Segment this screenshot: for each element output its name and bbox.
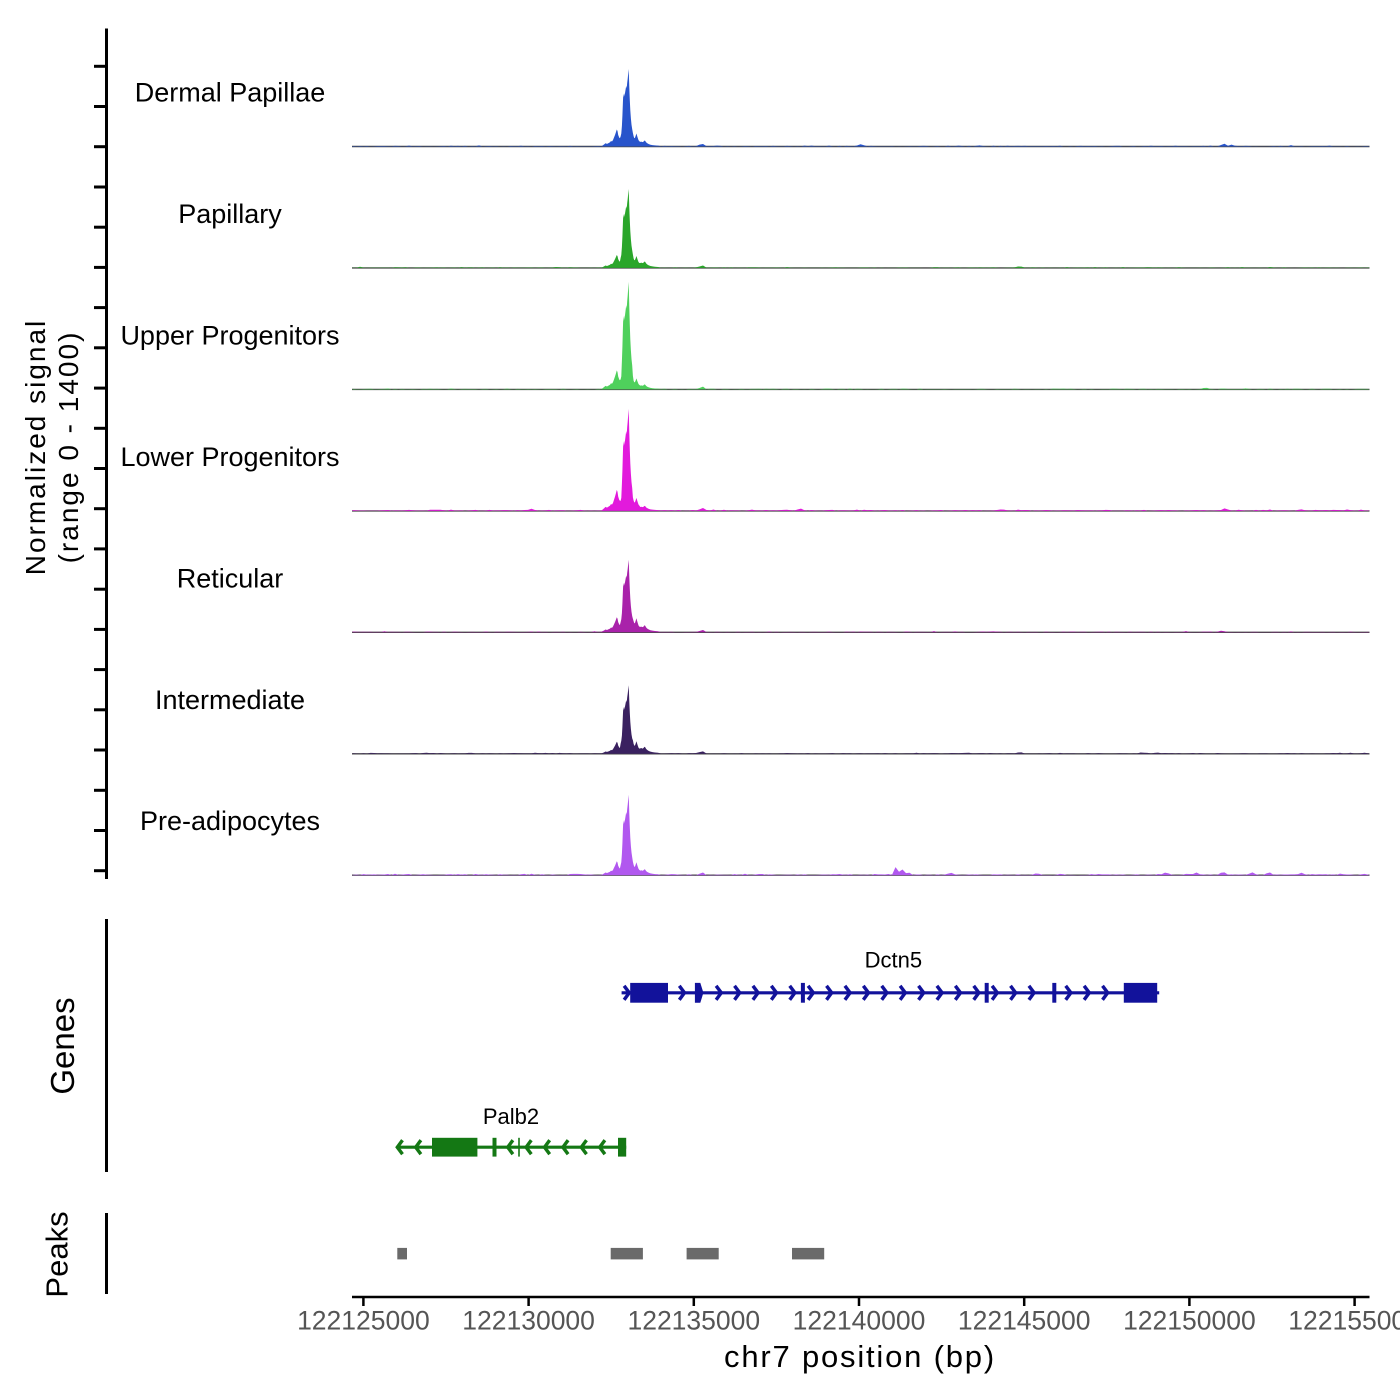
svg-text:Palb2: Palb2 (483, 1104, 539, 1129)
svg-text:122150000: 122150000 (1123, 1306, 1256, 1336)
svg-text:Intermediate: Intermediate (155, 685, 305, 715)
svg-text:Upper Progenitors: Upper Progenitors (120, 320, 339, 350)
svg-text:Normalized signal: Normalized signal (20, 319, 51, 576)
svg-text:Peaks: Peaks (40, 1211, 75, 1297)
svg-text:Lower Progenitors: Lower Progenitors (120, 442, 339, 472)
svg-text:122140000: 122140000 (793, 1306, 926, 1336)
svg-text:(range 0 - 1400): (range 0 - 1400) (53, 331, 84, 564)
svg-text:122155000: 122155000 (1288, 1306, 1400, 1336)
svg-text:chr7 position (bp): chr7 position (bp) (724, 1339, 996, 1374)
svg-text:Dermal Papillae: Dermal Papillae (135, 78, 326, 108)
svg-text:122135000: 122135000 (627, 1306, 760, 1336)
svg-text:Dctn5: Dctn5 (865, 948, 922, 973)
svg-text:122130000: 122130000 (462, 1306, 595, 1336)
svg-text:Reticular: Reticular (177, 563, 284, 593)
svg-text:Genes: Genes (44, 997, 81, 1094)
svg-text:122145000: 122145000 (958, 1306, 1091, 1336)
svg-text:122125000: 122125000 (297, 1306, 430, 1336)
svg-text:Pre-adipocytes: Pre-adipocytes (140, 806, 320, 836)
svg-text:Papillary: Papillary (178, 199, 282, 229)
